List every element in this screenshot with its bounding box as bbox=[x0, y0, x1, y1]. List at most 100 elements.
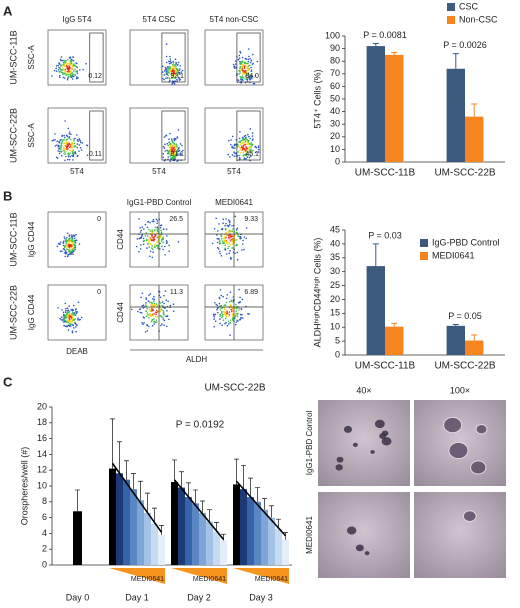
dose-label: MEDI0641 bbox=[131, 576, 164, 583]
event-dot bbox=[168, 60, 170, 63]
event-dot bbox=[220, 238, 223, 240]
event-dot bbox=[219, 318, 221, 320]
event-dot bbox=[241, 145, 243, 147]
event-dot bbox=[228, 311, 231, 313]
event-dot bbox=[148, 301, 151, 303]
event-dot bbox=[174, 77, 176, 79]
event-dot bbox=[78, 144, 81, 146]
event-dot bbox=[153, 236, 155, 238]
event-dot bbox=[151, 239, 154, 242]
event-dot bbox=[136, 238, 139, 240]
event-dot bbox=[168, 62, 171, 65]
event-dot bbox=[57, 307, 59, 309]
event-dot bbox=[67, 73, 70, 76]
y-tick-label: 40 bbox=[330, 106, 340, 116]
event-dot bbox=[247, 76, 249, 79]
event-dot bbox=[146, 226, 149, 229]
event-dot bbox=[221, 311, 223, 313]
event-dot bbox=[67, 143, 69, 146]
bar bbox=[206, 521, 213, 565]
event-dot bbox=[66, 245, 68, 248]
bar bbox=[109, 468, 116, 565]
event-dot bbox=[175, 62, 177, 65]
event-dot bbox=[249, 78, 251, 81]
event-dot bbox=[173, 156, 176, 159]
event-dot bbox=[241, 56, 244, 59]
event-dot bbox=[167, 144, 170, 147]
error-bar bbox=[471, 103, 478, 117]
event-dot bbox=[51, 140, 54, 142]
event-dot bbox=[241, 298, 244, 301]
event-dot bbox=[176, 136, 178, 139]
event-dot bbox=[147, 313, 149, 316]
gate-value: 6.89 bbox=[244, 289, 258, 296]
event-dot bbox=[230, 238, 232, 241]
event-dot bbox=[68, 158, 71, 161]
event-dot bbox=[236, 319, 238, 322]
event-dot bbox=[147, 220, 150, 223]
event-dot bbox=[68, 240, 71, 243]
event-dot bbox=[146, 307, 148, 310]
event-dot bbox=[235, 303, 237, 306]
error-bar bbox=[391, 51, 398, 55]
event-dot bbox=[228, 139, 230, 142]
p-value: P = 0.05 bbox=[448, 311, 482, 321]
event-dot bbox=[220, 255, 223, 257]
event-dot bbox=[229, 244, 232, 246]
event-dot bbox=[237, 58, 240, 61]
event-dot bbox=[152, 251, 154, 253]
event-dot bbox=[178, 149, 181, 152]
event-dot bbox=[224, 312, 226, 314]
event-dot bbox=[169, 66, 172, 68]
event-dot bbox=[56, 140, 59, 142]
event-dot bbox=[238, 235, 240, 237]
event-dot bbox=[156, 244, 158, 247]
error-bar bbox=[241, 465, 246, 490]
event-dot bbox=[249, 151, 251, 153]
event-dot bbox=[238, 57, 241, 59]
y-tick-label: 100 bbox=[325, 30, 340, 40]
column-title: 40× bbox=[356, 385, 371, 395]
event-dot bbox=[154, 311, 157, 314]
event-dot bbox=[71, 144, 73, 147]
trend-line bbox=[235, 480, 287, 537]
event-dot bbox=[216, 237, 219, 240]
event-dot bbox=[71, 315, 74, 318]
event-dot bbox=[75, 326, 77, 328]
event-dot bbox=[238, 307, 240, 309]
event-dot bbox=[230, 258, 232, 260]
event-dot bbox=[73, 75, 75, 78]
bar bbox=[130, 489, 137, 565]
event-dot bbox=[237, 154, 239, 157]
bar bbox=[261, 509, 268, 565]
event-dot bbox=[169, 60, 172, 63]
sphere bbox=[448, 441, 469, 460]
event-dot bbox=[239, 52, 242, 54]
event-dot bbox=[166, 149, 168, 152]
event-dot bbox=[151, 325, 154, 327]
bar bbox=[144, 512, 151, 565]
y-tick-label: 30 bbox=[330, 266, 340, 276]
event-dot bbox=[168, 77, 170, 79]
event-dot bbox=[231, 310, 233, 313]
event-dot bbox=[142, 237, 145, 240]
event-dot bbox=[244, 149, 247, 152]
event-dot bbox=[74, 146, 76, 148]
error-bar bbox=[138, 480, 143, 501]
event-dot bbox=[170, 61, 173, 64]
bar bbox=[185, 497, 192, 565]
event-dot bbox=[67, 59, 69, 61]
event-dot bbox=[232, 147, 235, 149]
event-dot bbox=[131, 308, 133, 311]
event-dot bbox=[182, 149, 184, 152]
sphere bbox=[346, 526, 357, 535]
event-dot bbox=[159, 242, 161, 244]
legend-label: CSC bbox=[459, 1, 479, 11]
event-dot bbox=[164, 66, 167, 69]
event-dot bbox=[239, 236, 242, 238]
event-dot bbox=[178, 77, 181, 80]
event-dot bbox=[243, 65, 246, 67]
event-dot bbox=[60, 318, 62, 321]
event-dot bbox=[69, 143, 71, 146]
x-tick-label: Day 2 bbox=[187, 592, 211, 602]
